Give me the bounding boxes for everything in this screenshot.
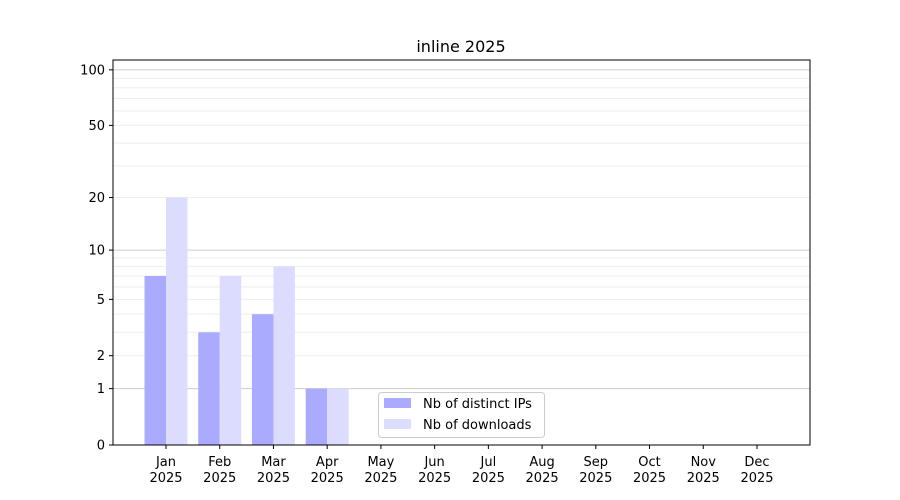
x-tick-label: Jan 2025 bbox=[149, 455, 182, 486]
y-tick-label: 20 bbox=[88, 191, 105, 206]
bar-distinct-ips bbox=[198, 332, 220, 445]
y-tick-label: 50 bbox=[88, 119, 105, 134]
legend-label: Nb of downloads bbox=[423, 418, 532, 433]
y-tick-label: 10 bbox=[88, 244, 105, 259]
bar-distinct-ips bbox=[305, 388, 328, 445]
x-tick-label: Feb 2025 bbox=[203, 455, 236, 486]
x-tick-label: Nov 2025 bbox=[687, 455, 720, 486]
x-tick-label: Aug 2025 bbox=[526, 455, 559, 486]
bar-distinct-ips bbox=[251, 314, 274, 445]
y-tick-label: 5 bbox=[97, 293, 105, 308]
bar-downloads bbox=[273, 266, 295, 445]
y-tick-label: 100 bbox=[80, 63, 105, 78]
bar-downloads bbox=[166, 197, 188, 445]
x-tick-label: Oct 2025 bbox=[633, 455, 666, 486]
x-tick-label: Mar 2025 bbox=[257, 455, 290, 486]
y-tick-label: 0 bbox=[97, 439, 105, 454]
legend-swatch bbox=[384, 419, 411, 429]
bar-downloads bbox=[219, 275, 242, 445]
x-tick-label: Jul 2025 bbox=[472, 455, 505, 486]
legend-swatch bbox=[384, 398, 411, 408]
y-tick-label: 2 bbox=[97, 349, 105, 364]
y-tick-label: 1 bbox=[97, 382, 105, 397]
legend: Nb of distinct IPs Nb of downloads bbox=[378, 392, 545, 438]
x-tick-label: Sep 2025 bbox=[579, 455, 612, 486]
chart-title: inline 2025 bbox=[416, 37, 505, 56]
legend-label: Nb of distinct IPs bbox=[423, 397, 532, 412]
bar-downloads bbox=[327, 388, 349, 445]
plot-frame bbox=[112, 59, 811, 446]
x-tick-label: Apr 2025 bbox=[311, 455, 344, 486]
x-tick-label: May 2025 bbox=[364, 455, 397, 486]
legend-box bbox=[378, 392, 545, 438]
bar-distinct-ips bbox=[144, 275, 166, 445]
x-tick-label: Dec 2025 bbox=[740, 455, 773, 486]
x-tick-label: Jun 2025 bbox=[418, 455, 451, 486]
